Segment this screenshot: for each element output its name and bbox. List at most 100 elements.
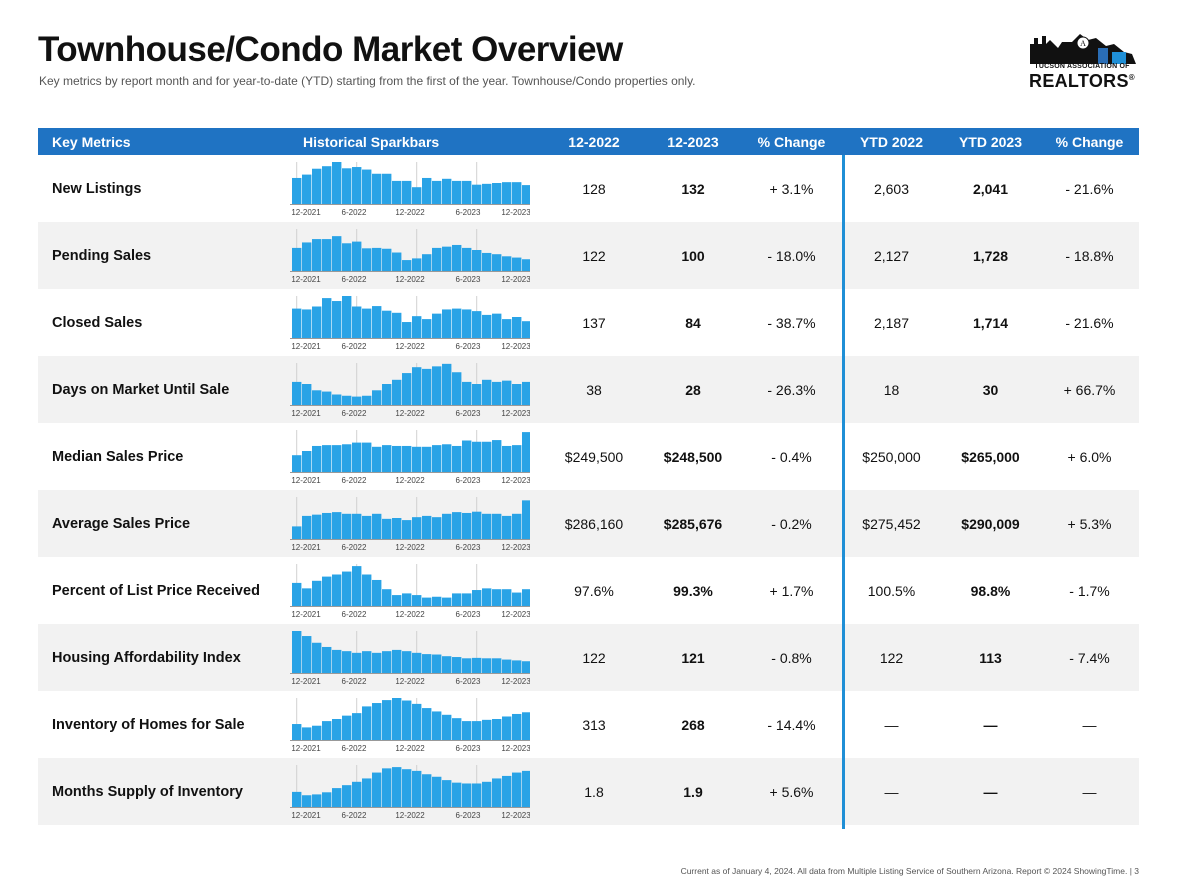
sparkbar-bar bbox=[482, 588, 492, 606]
sparkbar-bar bbox=[342, 715, 352, 740]
sparkbar-tick-label: 12-2021 bbox=[291, 677, 321, 686]
sparkbar-bar bbox=[382, 518, 392, 539]
sparkbar-bar bbox=[432, 711, 442, 740]
sparkbar-bar bbox=[312, 390, 322, 405]
sparkbar-bar bbox=[412, 446, 422, 472]
sparkbar-bar bbox=[472, 783, 482, 807]
sparkbar-bar bbox=[512, 513, 522, 539]
sparkbar-bar bbox=[452, 718, 462, 740]
pct-change: - 0.8% bbox=[741, 624, 842, 691]
sparkbar-bar bbox=[362, 651, 372, 673]
header-12-2023: 12-2023 bbox=[645, 128, 741, 155]
sparkbar-bar bbox=[362, 442, 372, 472]
value-12-2023: 268 bbox=[645, 691, 741, 758]
sparkbar-bar bbox=[452, 308, 462, 338]
sparkbar-bar bbox=[372, 772, 382, 807]
pct-change: - 0.2% bbox=[741, 490, 842, 557]
sparkbar-bar bbox=[382, 589, 392, 606]
sparkbar-tick-label: 6-2022 bbox=[342, 208, 367, 217]
sparkbar-bar bbox=[432, 445, 442, 472]
sparkbar-bar bbox=[492, 719, 502, 740]
sparkbar-bar bbox=[522, 589, 530, 606]
sparkbar-cell: 12-2021 6-2022 12-2022 6-2023 12-2023 bbox=[289, 155, 543, 222]
sparkbar-tick-label: 12-2023 bbox=[501, 543, 530, 552]
sparkbar-bar bbox=[402, 520, 412, 539]
value-12-2022: 1.8 bbox=[543, 758, 645, 825]
sparkbar-tick-label: 12-2022 bbox=[395, 409, 425, 418]
ytd-pct-change: - 21.6% bbox=[1040, 289, 1139, 356]
sparkbar-bar bbox=[352, 442, 362, 472]
page-title: Townhouse/Condo Market Overview bbox=[38, 30, 623, 69]
sparkbar-bar bbox=[472, 184, 482, 204]
sparkbar-bar bbox=[382, 248, 392, 271]
sparkbar-tick-label: 12-2023 bbox=[501, 677, 530, 686]
sparkbar-bar bbox=[452, 180, 462, 204]
sparkbar-bar bbox=[422, 319, 432, 338]
sparkbar-tick-label: 6-2023 bbox=[456, 543, 481, 552]
sparkbar-bar bbox=[502, 589, 512, 606]
table-header-row: Key Metrics Historical Sparkbars 12-2022… bbox=[38, 128, 1139, 155]
sparkbar-tick-label: 12-2021 bbox=[291, 476, 321, 485]
sparkbar-bar bbox=[522, 259, 530, 271]
sparkbar-bar bbox=[502, 319, 512, 338]
sparkbar-bar bbox=[292, 791, 302, 807]
sparkbar-bar bbox=[372, 173, 382, 204]
sparkbar-bar bbox=[322, 298, 332, 338]
sparkbar-bar bbox=[492, 513, 502, 539]
value-ytd-2022: $250,000 bbox=[842, 423, 941, 490]
sparkbar-chart: 12-2021 6-2022 12-2022 6-2023 12-2023 bbox=[290, 765, 530, 821]
value-12-2022: 137 bbox=[543, 289, 645, 356]
sparkbar-bar bbox=[382, 700, 392, 740]
sparkbar-bar bbox=[422, 774, 432, 807]
sparkbar-tick-label: 12-2022 bbox=[395, 610, 425, 619]
sparkbar-bar bbox=[322, 166, 332, 204]
sparkbar-bar bbox=[352, 566, 362, 606]
value-12-2023: 99.3% bbox=[645, 557, 741, 624]
sparkbar-bar bbox=[402, 373, 412, 405]
sparkbar-bar bbox=[312, 306, 322, 338]
sparkbar-bar bbox=[412, 595, 422, 606]
pct-change: - 26.3% bbox=[741, 356, 842, 423]
sparkbar-svg: 12-2021 6-2022 12-2022 6-2023 12-2023 bbox=[290, 765, 530, 820]
sparkbar-bar bbox=[522, 185, 530, 204]
value-12-2023: 84 bbox=[645, 289, 741, 356]
sparkbar-svg: 12-2021 6-2022 12-2022 6-2023 12-2023 bbox=[290, 296, 530, 351]
sparkbar-bar bbox=[362, 778, 372, 807]
sparkbar-bar bbox=[342, 296, 352, 338]
sparkbar-bar bbox=[472, 441, 482, 472]
metric-label: New Listings bbox=[38, 155, 289, 222]
sparkbar-bar bbox=[502, 445, 512, 472]
sparkbar-tick-label: 6-2023 bbox=[456, 744, 481, 753]
sparkbar-bar bbox=[432, 247, 442, 271]
sparkbar-bar bbox=[362, 574, 372, 606]
sparkbar-bar bbox=[402, 322, 412, 338]
sparkbar-bar bbox=[442, 513, 452, 539]
sparkbar-bar bbox=[302, 242, 312, 271]
sparkbar-tick-label: 6-2022 bbox=[342, 543, 367, 552]
value-12-2022: $286,160 bbox=[543, 490, 645, 557]
sparkbar-tick-label: 12-2023 bbox=[501, 342, 530, 351]
sparkbar-cell: 12-2021 6-2022 12-2022 6-2023 12-2023 bbox=[289, 423, 543, 490]
sparkbar-bar bbox=[442, 178, 452, 204]
value-12-2022: 128 bbox=[543, 155, 645, 222]
sparkbar-bar bbox=[362, 308, 372, 338]
sparkbar-tick-label: 12-2022 bbox=[395, 744, 425, 753]
sparkbar-bar bbox=[372, 247, 382, 271]
sparkbar-bar bbox=[392, 518, 402, 539]
table-row: Inventory of Homes for Sale 12-2021 6-2022… bbox=[38, 691, 1139, 758]
sparkbar-bar bbox=[492, 381, 502, 405]
sparkbar-bar bbox=[462, 247, 472, 271]
sparkbar-tick-label: 6-2022 bbox=[342, 811, 367, 820]
value-ytd-2023: $290,009 bbox=[941, 490, 1040, 557]
sparkbar-bar bbox=[302, 795, 312, 807]
sparkbar-tick-label: 12-2023 bbox=[501, 275, 530, 284]
ytd-pct-change: — bbox=[1040, 691, 1139, 758]
sparkbar-bar bbox=[482, 719, 492, 740]
pct-change: - 18.0% bbox=[741, 222, 842, 289]
sparkbar-bar bbox=[352, 241, 362, 271]
sparkbar-bar bbox=[452, 372, 462, 405]
sparkbar-svg: 12-2021 6-2022 12-2022 6-2023 12-2023 bbox=[290, 363, 530, 418]
sparkbar-bar bbox=[312, 168, 322, 204]
value-ytd-2023: 113 bbox=[941, 624, 1040, 691]
sparkbar-tick-label: 12-2021 bbox=[291, 208, 321, 217]
